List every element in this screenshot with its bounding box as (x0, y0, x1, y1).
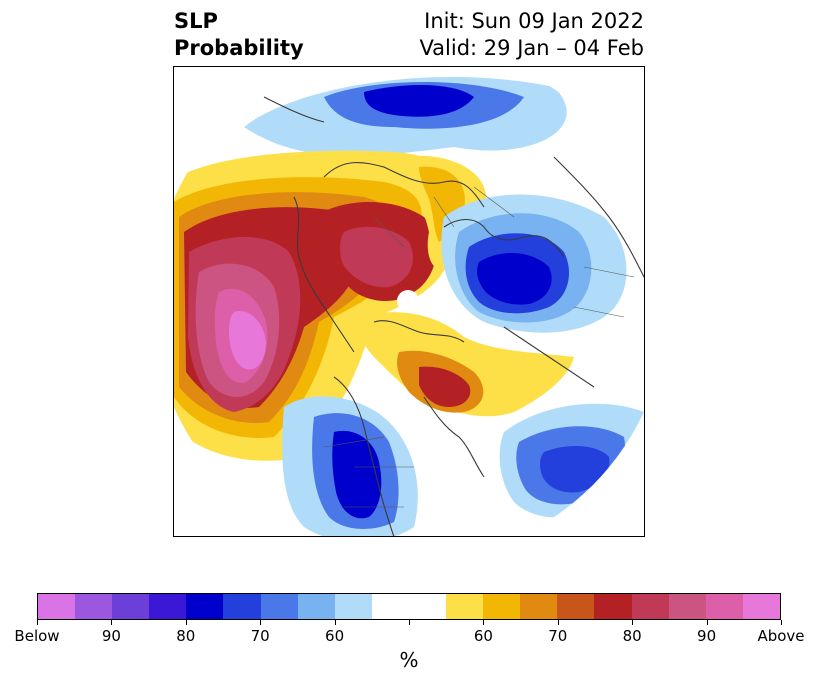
colorbar-tick (483, 620, 485, 625)
colorbar-segment (297, 594, 335, 619)
colorbar-segment (112, 594, 150, 619)
title-product: Probability (174, 36, 304, 60)
coastline-overlay (263, 96, 644, 536)
colorbar-segment (446, 594, 484, 619)
colorbar-tick (781, 620, 782, 625)
map-svg (174, 67, 644, 536)
colorbar-segment (631, 594, 669, 619)
colorbar-segment (38, 594, 76, 619)
colorbar-tick (111, 620, 113, 625)
colorbar-segment (520, 594, 558, 619)
colorbar-tick-label: 90 (101, 627, 121, 645)
colorbar-segment (705, 594, 743, 619)
colorbar-segment (334, 594, 372, 619)
colorbar-segment (75, 594, 113, 619)
border-overlay (323, 186, 635, 508)
map-panel (173, 66, 645, 537)
colorbar-segment (260, 594, 298, 619)
title-right: Init: Sun 09 Jan 2022 Valid: 29 Jan – 04… (419, 8, 644, 62)
colorbar-tick (334, 620, 336, 625)
colorbar-tick-label: 70 (548, 627, 568, 645)
colorbar-unit-label: % (399, 648, 419, 672)
colorbar-tick (260, 620, 262, 625)
colorbar-segment (594, 594, 632, 619)
warm-anomaly-pacific-core (419, 366, 471, 407)
title-variable: SLP (174, 9, 218, 33)
colorbar-segment (483, 594, 521, 619)
cool-anomaly-east-core (477, 252, 552, 305)
colorbar-tick-label: 60 (325, 627, 345, 645)
warm-anomaly-west-core (229, 311, 266, 370)
blue-anomaly-north-center (364, 85, 474, 117)
colorbar-tick (557, 620, 559, 625)
colorbar-segment (742, 594, 780, 619)
colorbar-tick (409, 620, 410, 625)
colorbar-tick-label: 60 (473, 627, 493, 645)
colorbar-segment (408, 594, 447, 619)
pole-marker (397, 290, 419, 312)
cool-anomaly-southwest-core (332, 430, 382, 519)
colorbar-tick-label: 90 (697, 627, 717, 645)
colorbar-tick-label: 70 (250, 627, 270, 645)
warm-anomaly-central-core (339, 226, 413, 288)
colorbar-tick (185, 620, 187, 625)
colorbar-segment (371, 594, 409, 619)
title-left: SLP Probability (174, 8, 304, 62)
colorbar-segment (557, 594, 595, 619)
colorbar-tick-label: 80 (176, 627, 196, 645)
colorbar-segment (149, 594, 187, 619)
cool-anomaly-southeast-core (540, 445, 610, 493)
colorbar-tick-label: 80 (622, 627, 642, 645)
colorbar-segment (186, 594, 224, 619)
init-date: Init: Sun 09 Jan 2022 (424, 9, 644, 33)
colorbar-tick-label: Above (757, 627, 805, 645)
colorbar (37, 593, 781, 620)
probability-field (174, 67, 644, 536)
colorbar-tick-label: Below (14, 627, 60, 645)
colorbar-segment (668, 594, 706, 619)
colorbar-tick (37, 620, 38, 625)
colorbar-tick (706, 620, 708, 625)
colorbar-tick (632, 620, 634, 625)
valid-range: Valid: 29 Jan – 04 Feb (419, 36, 644, 60)
colorbar-segment (223, 594, 261, 619)
